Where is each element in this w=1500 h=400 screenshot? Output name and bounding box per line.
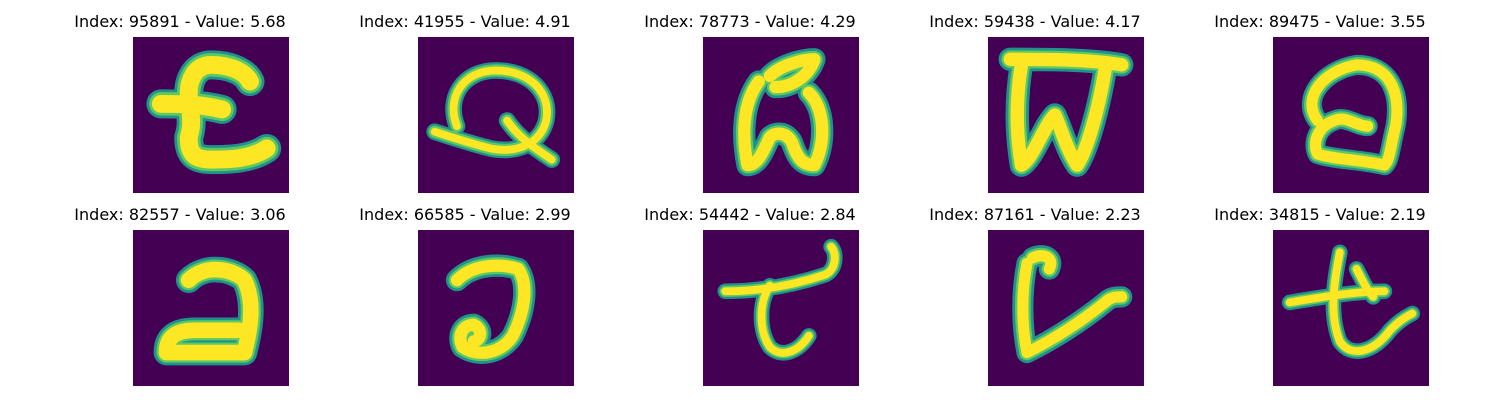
digit-image <box>988 230 1144 386</box>
panel-title: Index: 34815 - Value: 2.19 <box>1214 205 1426 224</box>
digit-image <box>1273 37 1429 193</box>
digit-image <box>133 37 289 193</box>
panel-title: Index: 66585 - Value: 2.99 <box>359 205 571 224</box>
panel-title: Index: 41955 - Value: 4.91 <box>359 12 571 31</box>
digit-image <box>418 37 574 193</box>
panel-1: Index: 95891 - Value: 5.68 <box>30 0 330 195</box>
digit-image <box>703 37 859 193</box>
panel-10: Index: 34815 - Value: 2.19 <box>1170 193 1470 388</box>
digit-image <box>703 230 859 386</box>
digit-image <box>133 230 289 386</box>
panel-3: Index: 78773 - Value: 4.29 <box>600 0 900 195</box>
panel-8: Index: 54442 - Value: 2.84 <box>600 193 900 388</box>
panel-6: Index: 82557 - Value: 3.06 <box>30 193 330 388</box>
panel-title: Index: 78773 - Value: 4.29 <box>644 12 856 31</box>
panel-title: Index: 54442 - Value: 2.84 <box>644 205 856 224</box>
panel-title: Index: 95891 - Value: 5.68 <box>74 12 286 31</box>
panel-title: Index: 89475 - Value: 3.55 <box>1214 12 1426 31</box>
panel-4: Index: 59438 - Value: 4.17 <box>885 0 1185 195</box>
panel-5: Index: 89475 - Value: 3.55 <box>1170 0 1470 195</box>
panel-title: Index: 59438 - Value: 4.17 <box>929 12 1141 31</box>
digit-image <box>418 230 574 386</box>
panel-9: Index: 87161 - Value: 2.23 <box>885 193 1185 388</box>
panel-7: Index: 66585 - Value: 2.99 <box>315 193 615 388</box>
panel-title: Index: 82557 - Value: 3.06 <box>74 205 286 224</box>
panel-title: Index: 87161 - Value: 2.23 <box>929 205 1141 224</box>
panel-2: Index: 41955 - Value: 4.91 <box>315 0 615 195</box>
digit-image <box>988 37 1144 193</box>
digit-image <box>1273 230 1429 386</box>
